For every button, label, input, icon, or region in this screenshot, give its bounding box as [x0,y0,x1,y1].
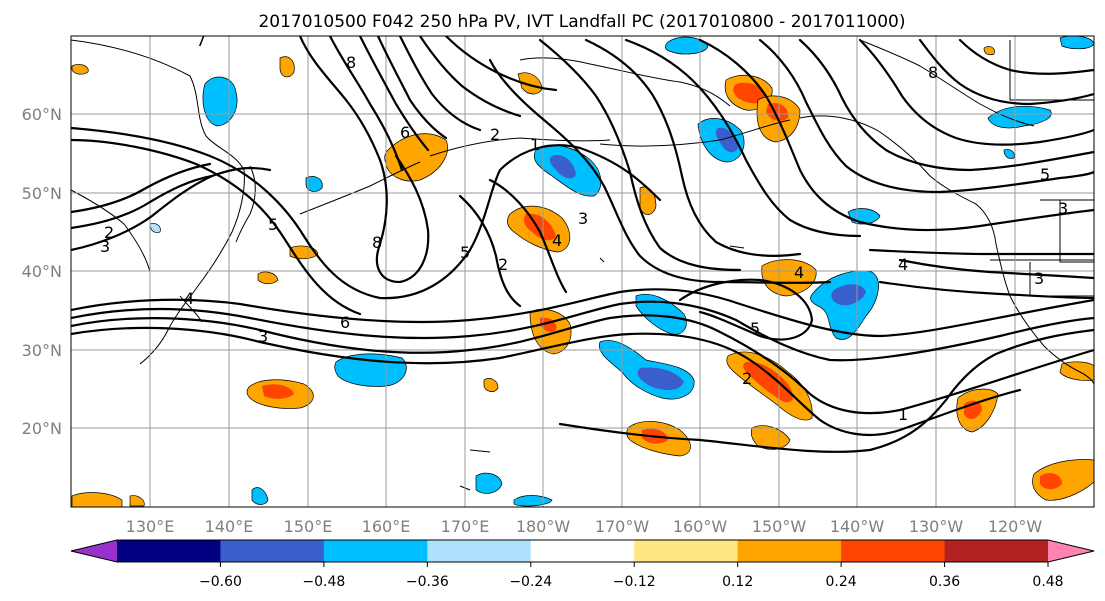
colorbar-tick-label: 0.36 [929,574,960,590]
colorbar-cell [530,540,635,562]
contour-labels: 7 8 8 6 2 1 3 2 3 5 5 2 4 5 4 4 4 6 3 3 [100,31,1068,424]
pv-contours [71,36,1094,453]
contour-label: 2 [498,255,508,274]
latitude-labels: 60°N 50°N 40°N 30°N 20°N [22,105,62,438]
colorbar-tick-label: −0.12 [613,574,656,590]
colorbar-cell [737,540,842,562]
colorbar-ticks: −0.60 −0.48 −0.36 −0.24 −0.12 0.12 0.24 0.36 0.4… [199,562,1064,590]
lat-label: 20°N [22,419,62,438]
contour-label: 3 [1034,269,1044,288]
colorbar-tick-label: 0.24 [826,574,857,590]
lat-label: 40°N [22,262,62,281]
colorbar-tick-label: 0.48 [1032,574,1063,590]
contour-label: 8 [346,53,356,72]
contour-label: 8 [372,233,382,252]
lon-label: 130°W [909,517,964,536]
contour-label: 4 [184,289,194,308]
colorbar-cells [71,540,1094,562]
colorbar-tick-label: −0.60 [199,574,242,590]
colorbar-extend-low [71,540,117,562]
contour-label: 7 [196,31,206,50]
colorbar-tick-label: 0.12 [722,574,753,590]
lon-label: 140°W [830,517,885,536]
contour-label: 6 [340,313,350,332]
map-frame [70,35,1095,508]
contour-label: 4 [898,255,908,274]
lon-label: 150°E [284,517,333,536]
lat-label: 30°N [22,341,62,360]
colorbar-cell [117,540,221,562]
lon-label: 150°W [752,517,807,536]
contour-label: 5 [750,319,760,338]
lat-label: 60°N [22,105,62,124]
figure-title: 2017010500 F042 250 hPa PV, IVT Landfall… [258,12,905,32]
contour-label: 8 [928,63,938,82]
colorbar-cell [944,540,1049,562]
lon-label: 160°E [362,517,411,536]
contour-label: 6 [400,123,410,142]
colorbar-tick-label: −0.24 [509,574,552,590]
colorbar-cell [841,540,946,562]
lon-label: 140°E [205,517,254,536]
longitude-labels: 130°E 140°E 150°E 160°E 170°E 180°W 170°… [126,517,1043,536]
contour-label: 4 [552,231,562,250]
lon-label: 130°E [126,517,175,536]
map-panel: 7 8 8 6 2 1 3 2 3 5 5 2 4 5 4 4 4 6 3 3 [70,31,1095,508]
colorbar-tick-label: −0.48 [302,574,345,590]
contour-label: 4 [794,263,804,282]
colorbar-cell [427,540,532,562]
lon-label: 120°W [988,517,1043,536]
colorbar-cell [220,540,325,562]
contour-label: 2 [742,369,752,388]
lon-label: 170°E [441,517,490,536]
colorbar: −0.60 −0.48 −0.36 −0.24 −0.12 0.12 0.24 0.36 0.4… [70,539,1095,590]
lon-label: 170°W [595,517,650,536]
contour-label: 2 [104,223,114,242]
contour-label: 3 [258,327,268,346]
contour-label: 3 [100,237,110,256]
colorbar-cell [634,540,739,562]
colorbar-cell [323,540,428,562]
contour-label: 5 [1040,165,1050,184]
contour-label: 1 [898,405,908,424]
gridlines [71,36,1094,507]
lat-label: 50°N [22,184,62,203]
contour-label: 3 [578,209,588,228]
colorbar-extend-high [1048,540,1094,562]
contour-label: 2 [490,125,500,144]
contour-label: 5 [268,215,278,234]
contour-label: 5 [460,243,470,262]
lon-label: 180°W [516,517,571,536]
contour-label: 1 [530,135,540,154]
contour-label: 3 [1058,199,1068,218]
ivt-shading [71,36,1094,507]
colorbar-tick-label: −0.36 [406,574,449,590]
lon-label: 160°W [673,517,728,536]
